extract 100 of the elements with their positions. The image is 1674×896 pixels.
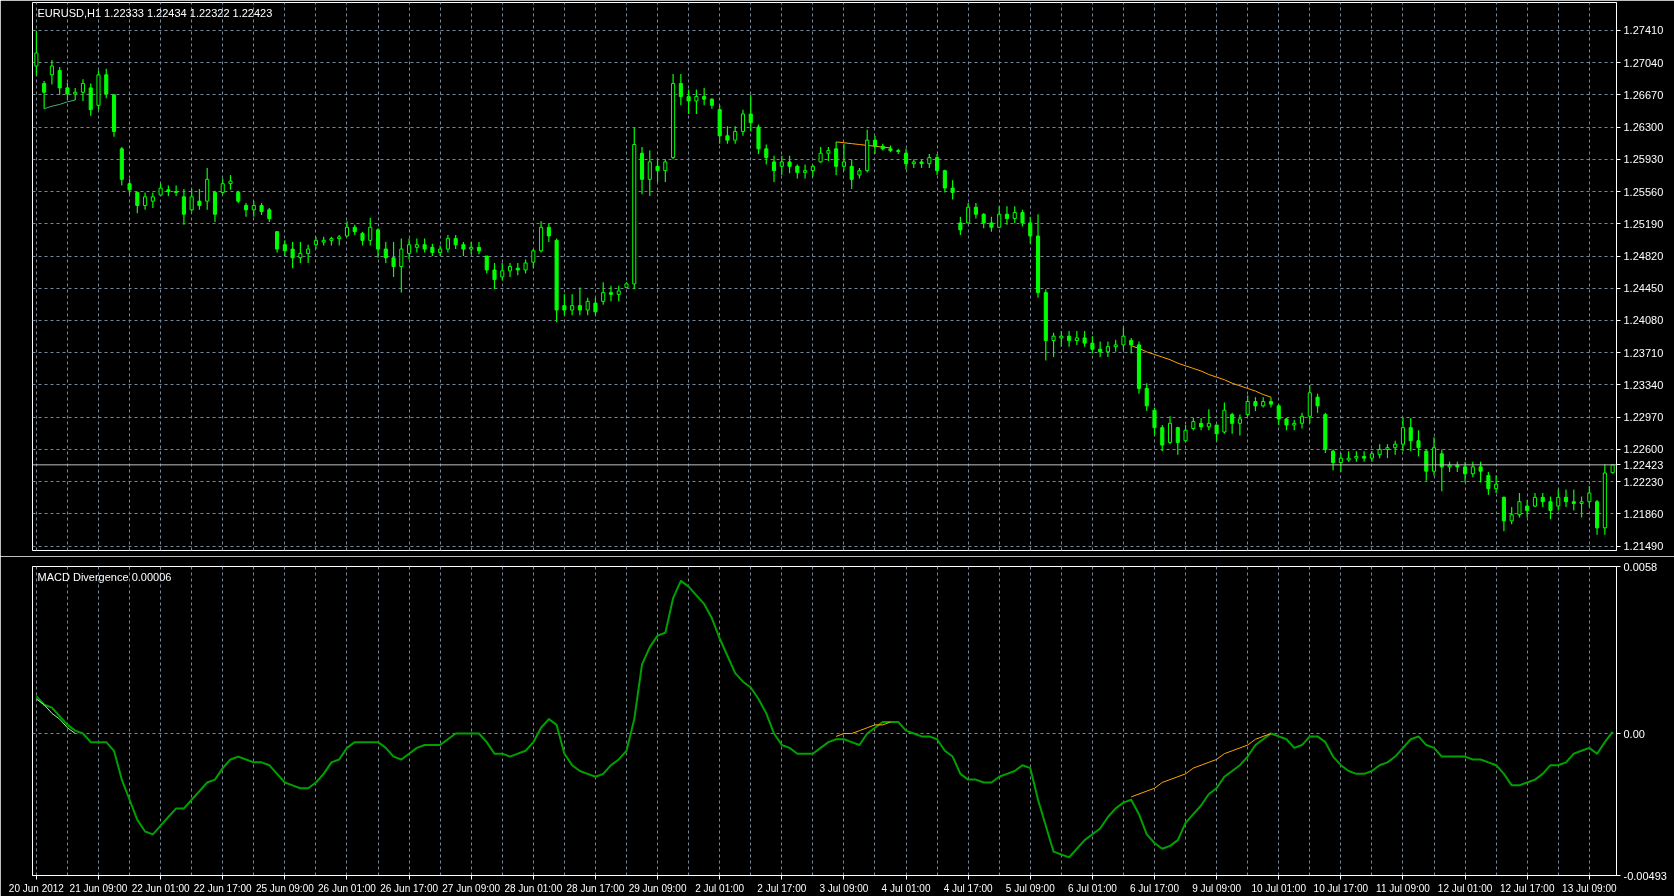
candlestick — [197, 188, 202, 211]
candlestick — [282, 239, 287, 257]
candlestick — [771, 155, 777, 183]
candlestick — [1494, 474, 1499, 494]
candlestick — [531, 248, 536, 269]
x-tick-label: 6 Jul 17:00 — [1130, 882, 1180, 894]
candlestick — [298, 241, 303, 264]
candlestick — [1408, 417, 1413, 452]
candlestick — [1517, 492, 1522, 518]
y-tick-label: 1.26670 — [1623, 88, 1664, 101]
y-tick-label: 0.0058 — [1623, 560, 1658, 573]
x-tick-label: 3 Jul 09:00 — [819, 882, 869, 894]
candlestick — [1105, 340, 1110, 358]
candlestick — [399, 238, 404, 294]
y-tick-label: 1.21860 — [1623, 507, 1664, 520]
candlestick — [1167, 415, 1173, 445]
y-tick-label: 1.22970 — [1623, 411, 1664, 424]
line-series — [43, 99, 76, 110]
candlestick — [104, 68, 109, 99]
ref-line-label: 1.22423 — [1623, 458, 1664, 471]
candlestick — [950, 179, 955, 200]
y-tick-label: 1.25930 — [1623, 153, 1664, 166]
candlestick — [958, 216, 963, 236]
candlestick — [740, 109, 746, 137]
candlestick — [1074, 330, 1079, 346]
candlestick — [1051, 332, 1056, 358]
candlestick — [189, 188, 194, 213]
x-tick-label: 26 Jun 01:00 — [318, 882, 377, 894]
y-tick-label: 1.27410 — [1623, 24, 1664, 37]
y-tick-label: 1.26300 — [1623, 121, 1664, 134]
candlestick — [174, 184, 179, 197]
candlestick — [834, 141, 839, 176]
x-tick-label: 5 Jul 09:00 — [1005, 882, 1056, 894]
candlestick — [150, 191, 155, 209]
candlestick — [1222, 401, 1227, 435]
candlestick — [1004, 205, 1010, 226]
candlestick — [1237, 413, 1242, 437]
x-tick-label: 20 Jun 2012 — [8, 882, 65, 894]
x-tick-label: 25 Jun 09:00 — [255, 882, 315, 894]
candlestick — [42, 80, 47, 110]
x-tick-label: 12 Jul 17:00 — [1499, 882, 1555, 894]
x-tick-label: 27 Jun 09:00 — [442, 882, 501, 894]
candlestick — [375, 227, 381, 259]
y-tick-label: 1.23710 — [1623, 346, 1664, 359]
candlestick — [966, 202, 971, 224]
line-series — [35, 698, 76, 735]
x-tick-label: 21 Jun 09:00 — [69, 882, 128, 894]
x-tick-label: 9 Jul 09:00 — [1192, 882, 1242, 894]
candlestick — [678, 73, 683, 106]
y-tick-label: 1.21490 — [1623, 540, 1664, 553]
x-tick-label: 22 Jun 01:00 — [131, 882, 190, 894]
y-tick-label: -0.00493 — [1623, 869, 1667, 882]
y-tick-label: 1.22230 — [1623, 475, 1664, 488]
x-tick-label: 10 Jul 17:00 — [1313, 882, 1369, 894]
candlestick — [756, 123, 761, 155]
x-tick-label: 11 Jul 09:00 — [1376, 882, 1431, 894]
x-tick-label: 10 Jul 01:00 — [1251, 882, 1307, 894]
candlestick — [1307, 384, 1312, 424]
candlestick — [306, 244, 311, 264]
candlestick — [810, 163, 815, 178]
candlestick — [1144, 382, 1149, 412]
candlestick — [1067, 330, 1072, 348]
candlestick — [562, 293, 567, 316]
candlestick — [748, 94, 753, 133]
candlestick — [88, 82, 93, 117]
candlestick — [849, 158, 854, 190]
candlestick — [1206, 408, 1211, 431]
line-series — [1130, 733, 1272, 798]
candlestick — [608, 285, 614, 302]
candlestick — [546, 222, 551, 243]
candlestick — [841, 143, 846, 172]
candlestick — [1175, 426, 1180, 456]
x-tick-label: 4 Jul 17:00 — [943, 882, 994, 894]
chart-title: MACD Divergence 0.00006 — [37, 570, 172, 583]
candlestick — [80, 78, 86, 102]
x-tick-label: 2 Jul 17:00 — [757, 882, 807, 894]
candlestick — [275, 231, 280, 254]
candlestick — [1478, 461, 1483, 484]
candlestick — [1160, 424, 1165, 452]
y-tick-label: 1.25560 — [1623, 185, 1664, 198]
x-tick-label: 29 Jun 09:00 — [628, 882, 687, 894]
candlestick — [779, 155, 784, 176]
candlestick — [1152, 407, 1157, 437]
candlestick — [383, 241, 388, 264]
candlestick — [1362, 450, 1367, 463]
candlestick — [803, 163, 808, 180]
candlestick — [1331, 448, 1336, 471]
candlestick — [414, 238, 419, 254]
candlestick — [1548, 495, 1553, 520]
candlestick — [181, 188, 186, 226]
candlestick — [1230, 412, 1235, 435]
x-tick-label: 12 Jul 01:00 — [1437, 882, 1493, 894]
candlestick — [686, 89, 691, 115]
candlestick — [1338, 452, 1343, 473]
candlestick — [1587, 485, 1592, 508]
y-tick-label: 1.24450 — [1623, 282, 1664, 295]
candlestick — [1276, 403, 1281, 426]
candlestick — [903, 148, 909, 171]
candlestick — [492, 262, 497, 290]
candlestick — [1501, 495, 1506, 532]
